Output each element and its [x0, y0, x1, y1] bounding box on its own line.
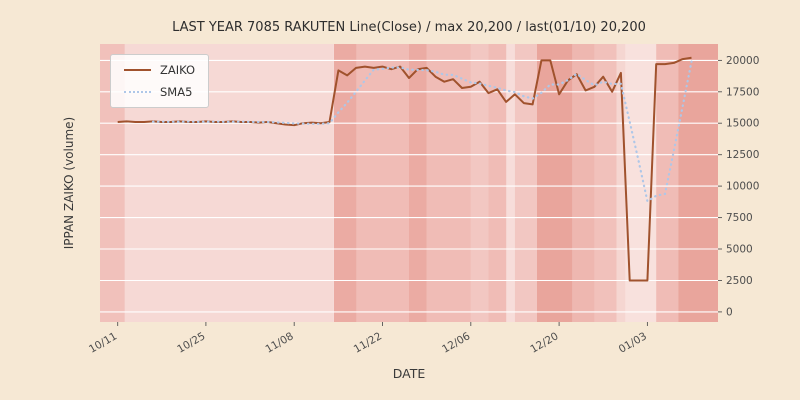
y-tick-label: 17500: [726, 86, 759, 98]
y-tick-label: 12500: [726, 149, 759, 161]
background-band: [334, 44, 357, 322]
x-tick-label: 10/11: [87, 330, 119, 356]
background-band: [488, 44, 507, 322]
sma5-line-swatch-icon: [124, 91, 151, 93]
background-band: [426, 44, 471, 322]
x-tick-label: 10/25: [175, 330, 207, 356]
y-tick-label: 5000: [726, 244, 753, 256]
background-band: [514, 44, 537, 322]
background-band: [572, 44, 595, 322]
legend-item-sma5: SMA5: [124, 85, 195, 99]
y-tick-label: 10000: [726, 181, 759, 193]
x-tick-label: 12/06: [440, 330, 472, 356]
background-band: [594, 44, 617, 322]
y-tick-label: 7500: [726, 212, 753, 224]
background-band: [537, 44, 573, 322]
background-band: [616, 44, 626, 322]
background-band: [506, 44, 515, 322]
y-axis-label: IPPAN ZAIKO (volume): [62, 116, 76, 250]
x-tick-label: 11/22: [352, 330, 384, 356]
y-tick-label: 20000: [726, 55, 759, 67]
legend-label-sma5: SMA5: [160, 85, 193, 99]
chart-title: LAST YEAR 7085 RAKUTEN Line(Close) / max…: [172, 20, 646, 35]
x-tick-label: 01/03: [617, 330, 649, 356]
x-tick-label: 12/20: [528, 330, 560, 356]
background-band: [409, 44, 427, 322]
sma5-line: [151, 60, 693, 203]
y-tick-label: 15000: [726, 118, 759, 130]
zaiko-line-swatch-icon: [124, 69, 151, 71]
y-tick-label: 2500: [726, 275, 753, 287]
background-band: [356, 44, 409, 322]
x-tick-label: 11/08: [263, 330, 295, 356]
legend: ZAIKO SMA5: [110, 54, 210, 108]
y-tick-label: 0: [726, 306, 733, 318]
background-band: [470, 44, 489, 322]
legend-item-zaiko: ZAIKO: [124, 63, 195, 77]
x-axis-label: DATE: [392, 366, 426, 381]
legend-label-zaiko: ZAIKO: [160, 63, 196, 77]
